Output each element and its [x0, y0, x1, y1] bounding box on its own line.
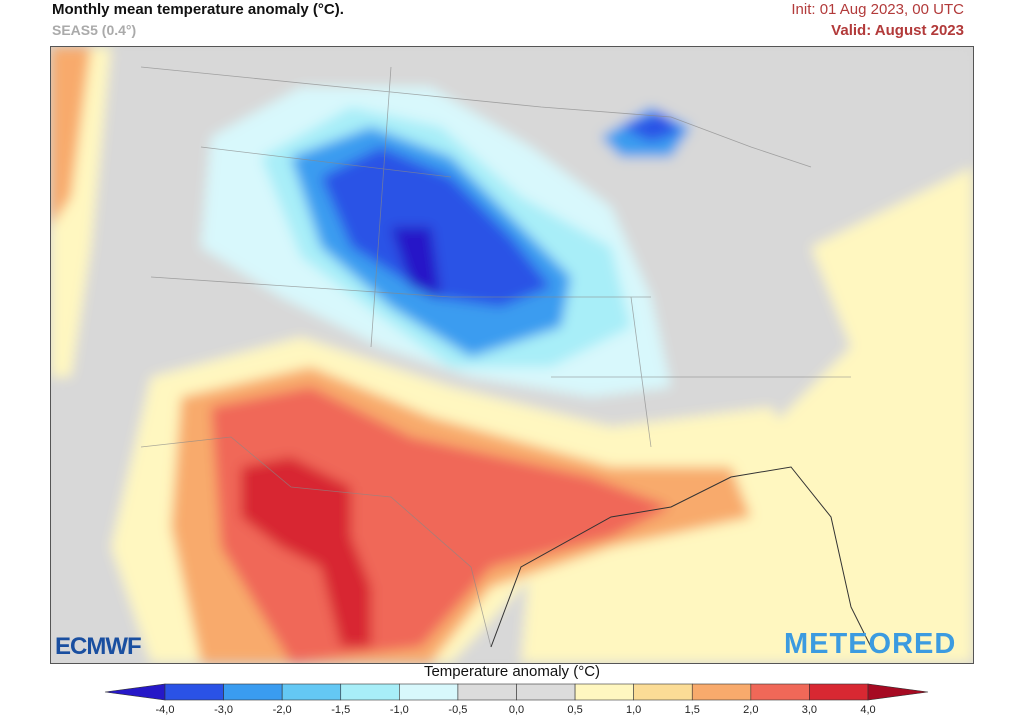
colorbar-segment	[399, 683, 459, 701]
colorbar-title: Temperature anomaly (°C)	[423, 663, 601, 680]
colorbar-tick-label: 0,0	[508, 704, 525, 716]
colorbar-segment	[223, 683, 283, 701]
colorbar-over-arrow	[867, 683, 929, 701]
colorbar-segment	[633, 683, 693, 701]
colorbar-tick-label: -4,0	[155, 704, 175, 716]
temperature-anomaly-map	[50, 46, 974, 664]
init-time: Init: 01 Aug 2023, 00 UTC	[791, 1, 964, 18]
model-label: SEAS5 (0.4°)	[52, 22, 137, 38]
meteored-logo: METEORED	[784, 628, 957, 660]
colorbar-segment	[809, 683, 869, 701]
valid-time: Valid: August 2023	[831, 22, 964, 39]
colorbar-tick-label: 1,5	[684, 704, 700, 716]
colorbar-tick-label: 4,0	[860, 704, 876, 716]
ecmwf-logo: ECMWF	[55, 633, 142, 660]
colorbar-segment	[164, 683, 224, 701]
map-title: Monthly mean temperature anomaly (°C).	[52, 1, 344, 18]
colorbar-segment	[574, 683, 634, 701]
colorbar-tick-label: 3,0	[801, 704, 818, 716]
colorbar-segment	[457, 683, 517, 701]
colorbar	[104, 683, 929, 701]
colorbar-tick-label: -3,0	[214, 704, 234, 716]
colorbar-tick-label: 0,5	[567, 704, 583, 716]
colorbar-tick-label: -0,5	[448, 704, 468, 716]
colorbar-segment	[281, 683, 342, 701]
colorbar-tick-label: -1,0	[389, 704, 409, 716]
colorbar-tick-label: -2,0	[272, 704, 292, 716]
colorbar-segment	[516, 683, 576, 701]
colorbar-segment	[750, 683, 810, 701]
colorbar-tick-label: -1,5	[331, 704, 351, 716]
colorbar-segment	[340, 683, 400, 701]
colorbar-segment	[691, 683, 752, 701]
colorbar-under-arrow	[104, 683, 166, 701]
colorbar-tick-label: 2,0	[743, 704, 759, 716]
colorbar-tick-label: 1,0	[626, 704, 642, 716]
